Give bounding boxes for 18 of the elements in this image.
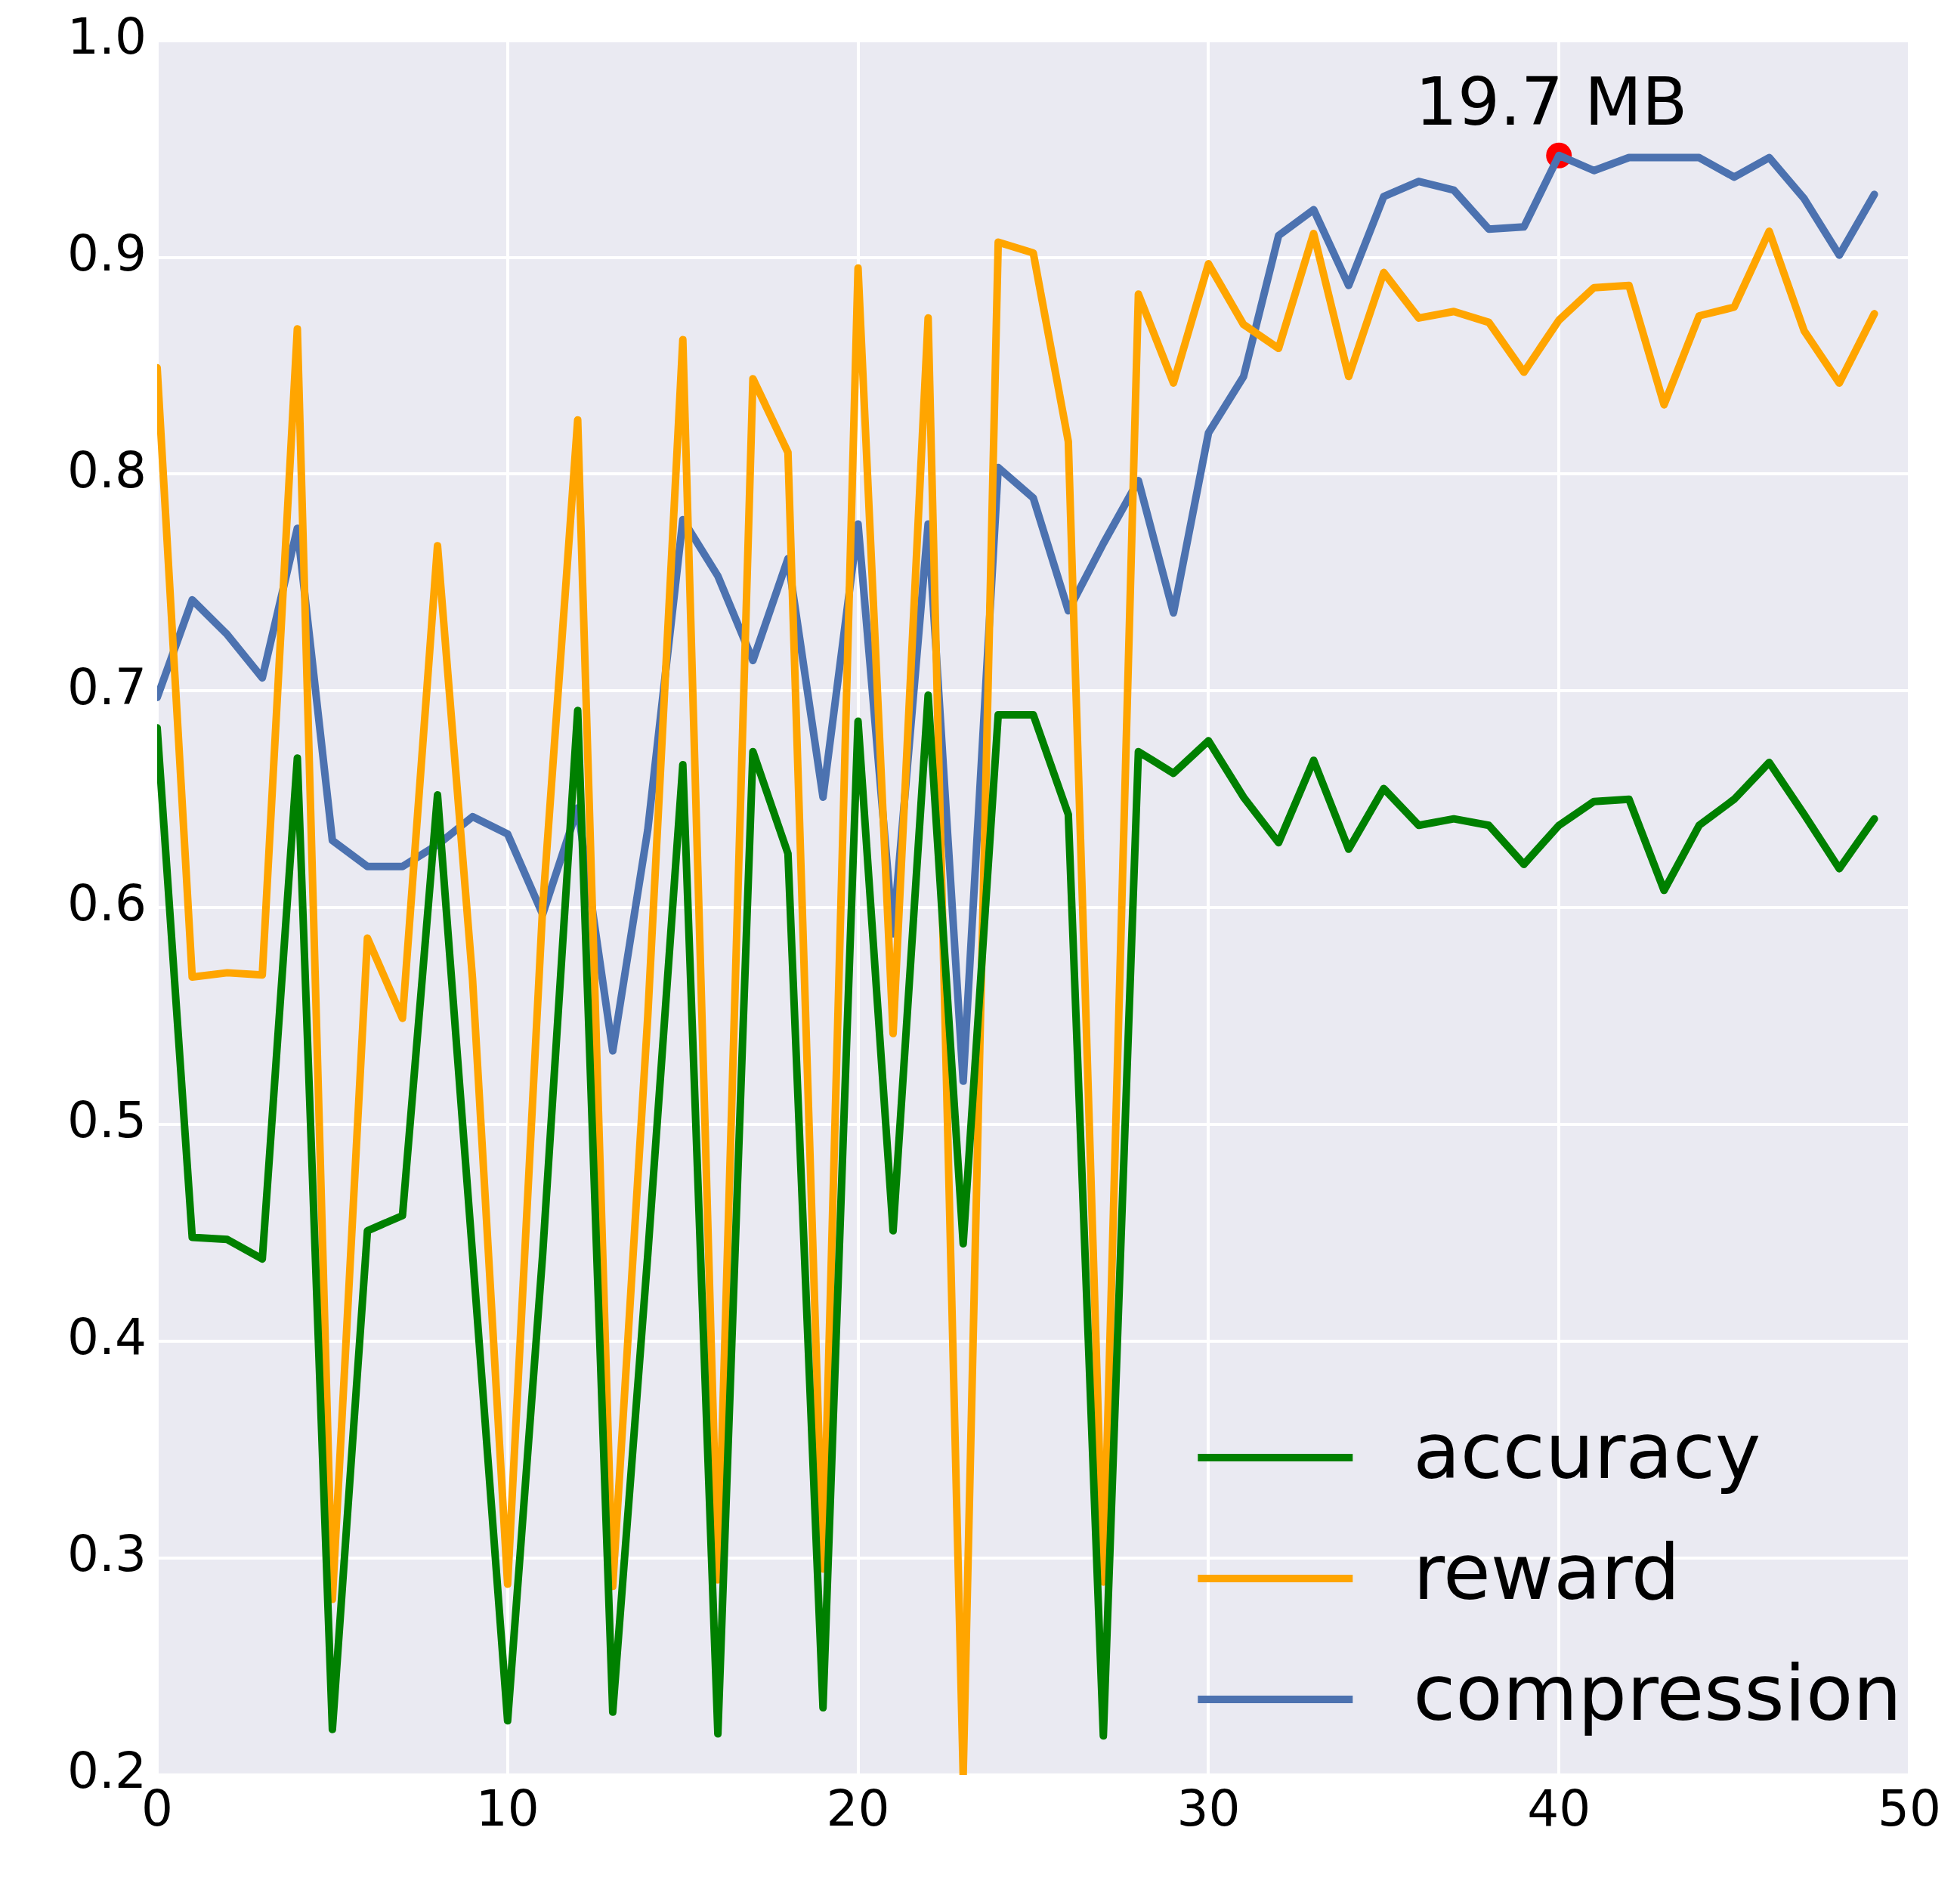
x-tick-label: 0	[141, 1779, 173, 1838]
y-tick-label: 0.8	[67, 441, 147, 499]
y-tick-label: 0.7	[67, 657, 147, 716]
x-tick-label: 50	[1878, 1779, 1941, 1838]
legend-label: reward	[1413, 1526, 1680, 1617]
x-tick-label: 40	[1527, 1779, 1591, 1838]
y-tick-label: 1.0	[67, 7, 147, 66]
y-tick-label: 0.4	[67, 1308, 147, 1367]
y-tick-label: 0.9	[67, 224, 147, 283]
legend-label: accuracy	[1413, 1405, 1761, 1496]
x-tick-label: 20	[826, 1779, 890, 1838]
y-tick-label: 0.6	[67, 874, 147, 933]
y-tick-label: 0.5	[67, 1091, 147, 1150]
y-tick-label: 0.3	[67, 1525, 147, 1584]
annotation: 19.7 MB	[1415, 62, 1688, 141]
legend-label: compression	[1413, 1647, 1902, 1738]
x-tick-label: 10	[475, 1779, 539, 1838]
x-tick-label: 30	[1176, 1779, 1241, 1838]
